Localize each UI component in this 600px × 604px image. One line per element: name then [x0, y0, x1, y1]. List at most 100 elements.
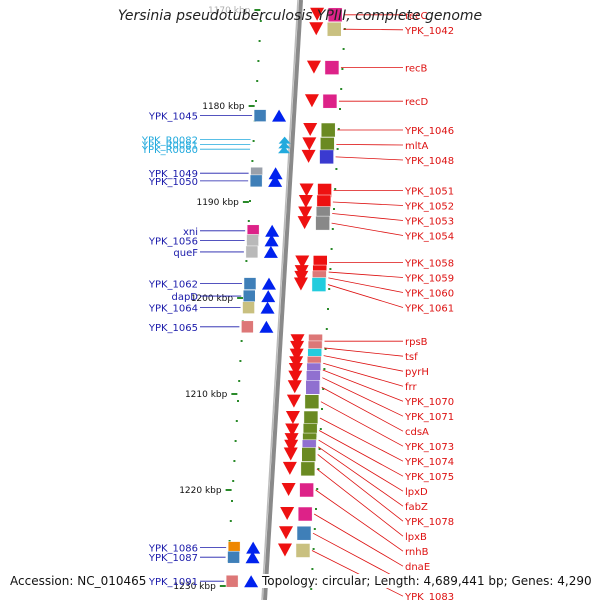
track-dot — [336, 148, 339, 150]
gene-label[interactable]: YPK_1062 — [148, 280, 198, 291]
right-gene[interactable]: YPK_1048 — [301, 149, 455, 167]
right-gene[interactable]: YPK_1083 — [277, 543, 454, 603]
gene-label[interactable]: YPK_R0082 — [141, 136, 198, 147]
gene-arrow-up-icon — [244, 575, 259, 588]
right-gene[interactable]: YPK_1042 — [309, 21, 454, 37]
gene-label[interactable]: YPK_1046 — [404, 126, 454, 137]
left-gene[interactable]: YPK_1056 — [148, 234, 279, 247]
gene-leader-line — [323, 362, 404, 387]
gene-label[interactable]: YPK_1049 — [148, 169, 198, 180]
right-gene[interactable]: recB — [306, 60, 428, 75]
gene-label[interactable]: recB — [405, 64, 428, 75]
left-gene[interactable]: xni — [183, 224, 280, 238]
gene-label[interactable]: YPK_1086 — [148, 544, 198, 555]
gene-bar — [305, 380, 321, 395]
gene-leader-line — [317, 454, 404, 522]
gene-label[interactable]: YPK_1059 — [404, 273, 454, 284]
gene-label[interactable]: fabZ — [405, 502, 428, 513]
gene-label[interactable]: YPK_1078 — [404, 517, 454, 528]
gene-label[interactable]: YPK_1074 — [404, 457, 454, 468]
track-dot — [315, 508, 317, 510]
left-gene[interactable]: dapD — [171, 289, 276, 303]
right-gene[interactable]: YPK_1046 — [303, 122, 454, 138]
gene-label[interactable]: lpxD — [405, 487, 428, 498]
gene-label[interactable]: YPK_1070 — [404, 397, 454, 408]
right-gene[interactable]: YPK_1073 — [286, 394, 454, 454]
left-gene[interactable]: queF — [173, 245, 278, 259]
gene-label[interactable]: YPK_1042 — [404, 26, 454, 37]
right-gene[interactable]: YPK_1054 — [297, 215, 455, 242]
track-dot — [337, 128, 340, 130]
right-gene[interactable]: mltA — [302, 137, 428, 152]
gene-label[interactable]: YPK_1054 — [404, 231, 454, 242]
track-dot — [339, 108, 341, 110]
gene-label[interactable]: xni — [183, 227, 198, 238]
gene-label[interactable]: rnhB — [405, 547, 429, 558]
gene-label[interactable]: YPK_R0081 — [141, 140, 198, 151]
gene-label[interactable]: rpsB — [405, 337, 428, 348]
left-gene[interactable]: YPK_R0080 — [141, 145, 291, 156]
gene-label[interactable]: YPK_1050 — [148, 177, 198, 188]
gene-label[interactable]: YPK_1051 — [404, 186, 454, 197]
right-gene[interactable]: recC — [310, 7, 428, 23]
gene-label[interactable]: recD — [405, 97, 429, 108]
track-dot — [234, 440, 237, 442]
gene-label[interactable]: dnaE — [405, 562, 430, 573]
right-gene[interactable]: rnhB — [281, 482, 429, 558]
gene-label[interactable]: pyrH — [405, 367, 429, 378]
track-dot — [233, 460, 236, 462]
track-dot — [335, 168, 338, 170]
right-gene[interactable]: cdsA — [287, 380, 429, 438]
gene-label[interactable]: queF — [173, 248, 198, 259]
right-gene[interactable]: YPK_1051 — [299, 183, 455, 198]
gene-label[interactable]: YPK_1056 — [148, 236, 198, 247]
gene-label[interactable]: frr — [405, 382, 417, 393]
left-gene[interactable]: YPK_1065 — [148, 320, 274, 334]
gene-label[interactable]: YPK_1064 — [148, 304, 198, 315]
left-gene[interactable]: YPK_1091 — [148, 574, 259, 588]
gene-label[interactable]: YPK_1075 — [404, 472, 454, 483]
gene-label[interactable]: YPK_1058 — [404, 258, 454, 269]
gene-label[interactable]: YPK_1053 — [404, 216, 454, 227]
gene-label[interactable]: cdsA — [405, 427, 429, 438]
gene-label[interactable]: YPK_1048 — [404, 156, 454, 167]
left-gene[interactable]: YPK_1086 — [148, 541, 261, 555]
gene-label[interactable]: YPK_1073 — [404, 442, 454, 453]
left-gene[interactable]: YPK_R0081 — [141, 140, 291, 151]
track-dot — [231, 500, 233, 502]
topology-text: Topology: circular; Length: 4,689,441 bp… — [260, 574, 594, 588]
gene-bar — [315, 215, 330, 231]
left-gene[interactable]: YPK_1087 — [148, 550, 260, 564]
gene-label[interactable]: YPK_1087 — [148, 553, 198, 564]
gene-bar — [326, 21, 342, 37]
gene-label[interactable]: YPK_1045 — [148, 112, 198, 123]
gene-label[interactable]: YPK_R0080 — [141, 145, 198, 156]
left-gene[interactable]: YPK_1062 — [148, 277, 276, 291]
gene-label[interactable]: recC — [405, 11, 428, 22]
right-gene[interactable]: YPK_1052 — [298, 194, 454, 212]
gene-label[interactable]: tsf — [405, 352, 418, 363]
right-gene[interactable]: dnaE — [280, 506, 430, 573]
right-gene[interactable]: YPK_1075 — [285, 423, 454, 483]
left-gene[interactable]: YPK_R0082 — [141, 136, 291, 147]
right-gene[interactable]: YPK_1078 — [283, 447, 454, 528]
axis-tick — [248, 105, 255, 107]
gene-label[interactable]: mltA — [405, 141, 428, 152]
right-gene[interactable]: YPK_1074 — [285, 410, 454, 468]
gene-label[interactable]: lpxB — [405, 532, 427, 543]
right-gene[interactable]: YPK_1061 — [293, 277, 454, 315]
right-gene[interactable]: lpxB — [282, 461, 427, 543]
gene-label[interactable]: YPK_1060 — [404, 288, 454, 299]
gene-label[interactable]: YPK_1091 — [148, 577, 198, 588]
gene-label[interactable]: YPK_1052 — [404, 201, 454, 212]
gene-label[interactable]: dapD — [171, 292, 198, 303]
gene-bar — [320, 122, 336, 138]
gene-label[interactable]: YPK_1065 — [148, 323, 198, 334]
left-gene[interactable]: YPK_1045 — [148, 109, 287, 123]
right-gene[interactable]: recD — [304, 93, 429, 109]
left-gene[interactable]: YPK_1050 — [148, 174, 283, 188]
gene-label[interactable]: YPK_1061 — [404, 303, 454, 314]
left-gene[interactable]: YPK_1064 — [148, 301, 275, 315]
gene-label[interactable]: YPK_1083 — [404, 592, 454, 603]
gene-label[interactable]: YPK_1071 — [404, 412, 454, 423]
